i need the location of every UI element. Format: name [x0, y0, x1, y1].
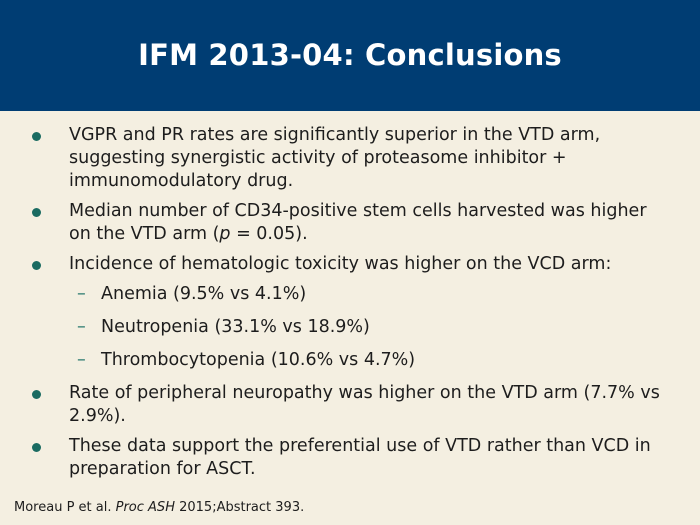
bullet-text: These data support the preferential use … [69, 436, 651, 479]
bullet-vtd-preferential: These data support the preferential use … [0, 435, 700, 481]
slide-title: IFM 2013-04: Conclusions [138, 37, 562, 72]
bullet-text: VGPR and PR rates are significantly supe… [69, 125, 601, 191]
dash-icon: – [77, 350, 86, 370]
sub-bullet-text: Neutropenia (33.1% vs 18.9%) [101, 317, 370, 337]
bullet-dot-icon [32, 443, 41, 452]
bullet-text: Incidence of hematologic toxicity was hi… [69, 254, 612, 274]
bullet-dot-icon [32, 261, 41, 270]
bullet-vgpr-pr: VGPR and PR rates are significantly supe… [0, 124, 700, 193]
sub-bullet-text: Thrombocytopenia (10.6% vs 4.7%) [101, 350, 416, 370]
bullet-cd34: Median number of CD34-positive stem cell… [0, 200, 700, 246]
bullet-text-before: Median number of CD34-positive stem cell… [69, 201, 647, 244]
citation-journal: Proc ASH [115, 500, 175, 515]
citation-details: 2015;Abstract 393. [179, 500, 305, 515]
p-value-symbol: p [219, 224, 231, 244]
slide-header: IFM 2013-04: Conclusions [0, 0, 700, 111]
citation-authors: Moreau P et al. [14, 500, 112, 515]
sub-bullet-thrombocytopenia: – Thrombocytopenia (10.6% vs 4.7%) [0, 349, 700, 372]
bullet-hematologic-toxicity: Incidence of hematologic toxicity was hi… [0, 253, 700, 276]
bullet-list: VGPR and PR rates are significantly supe… [0, 124, 700, 488]
citation: Moreau P et al. Proc ASH 2015;Abstract 3… [14, 500, 304, 515]
dash-icon: – [77, 284, 86, 304]
bullet-dot-icon [32, 390, 41, 399]
bullet-dot-icon [32, 208, 41, 217]
bullet-text: Rate of peripheral neuropathy was higher… [69, 383, 660, 426]
sub-bullet-neutropenia: – Neutropenia (33.1% vs 18.9%) [0, 316, 700, 339]
sub-bullet-anemia: – Anemia (9.5% vs 4.1%) [0, 283, 700, 306]
bullet-dot-icon [32, 132, 41, 141]
sub-bullet-text: Anemia (9.5% vs 4.1%) [101, 284, 307, 304]
bullet-text-after: = 0.05). [230, 224, 308, 244]
bullet-neuropathy: Rate of peripheral neuropathy was higher… [0, 382, 700, 428]
dash-icon: – [77, 317, 86, 337]
